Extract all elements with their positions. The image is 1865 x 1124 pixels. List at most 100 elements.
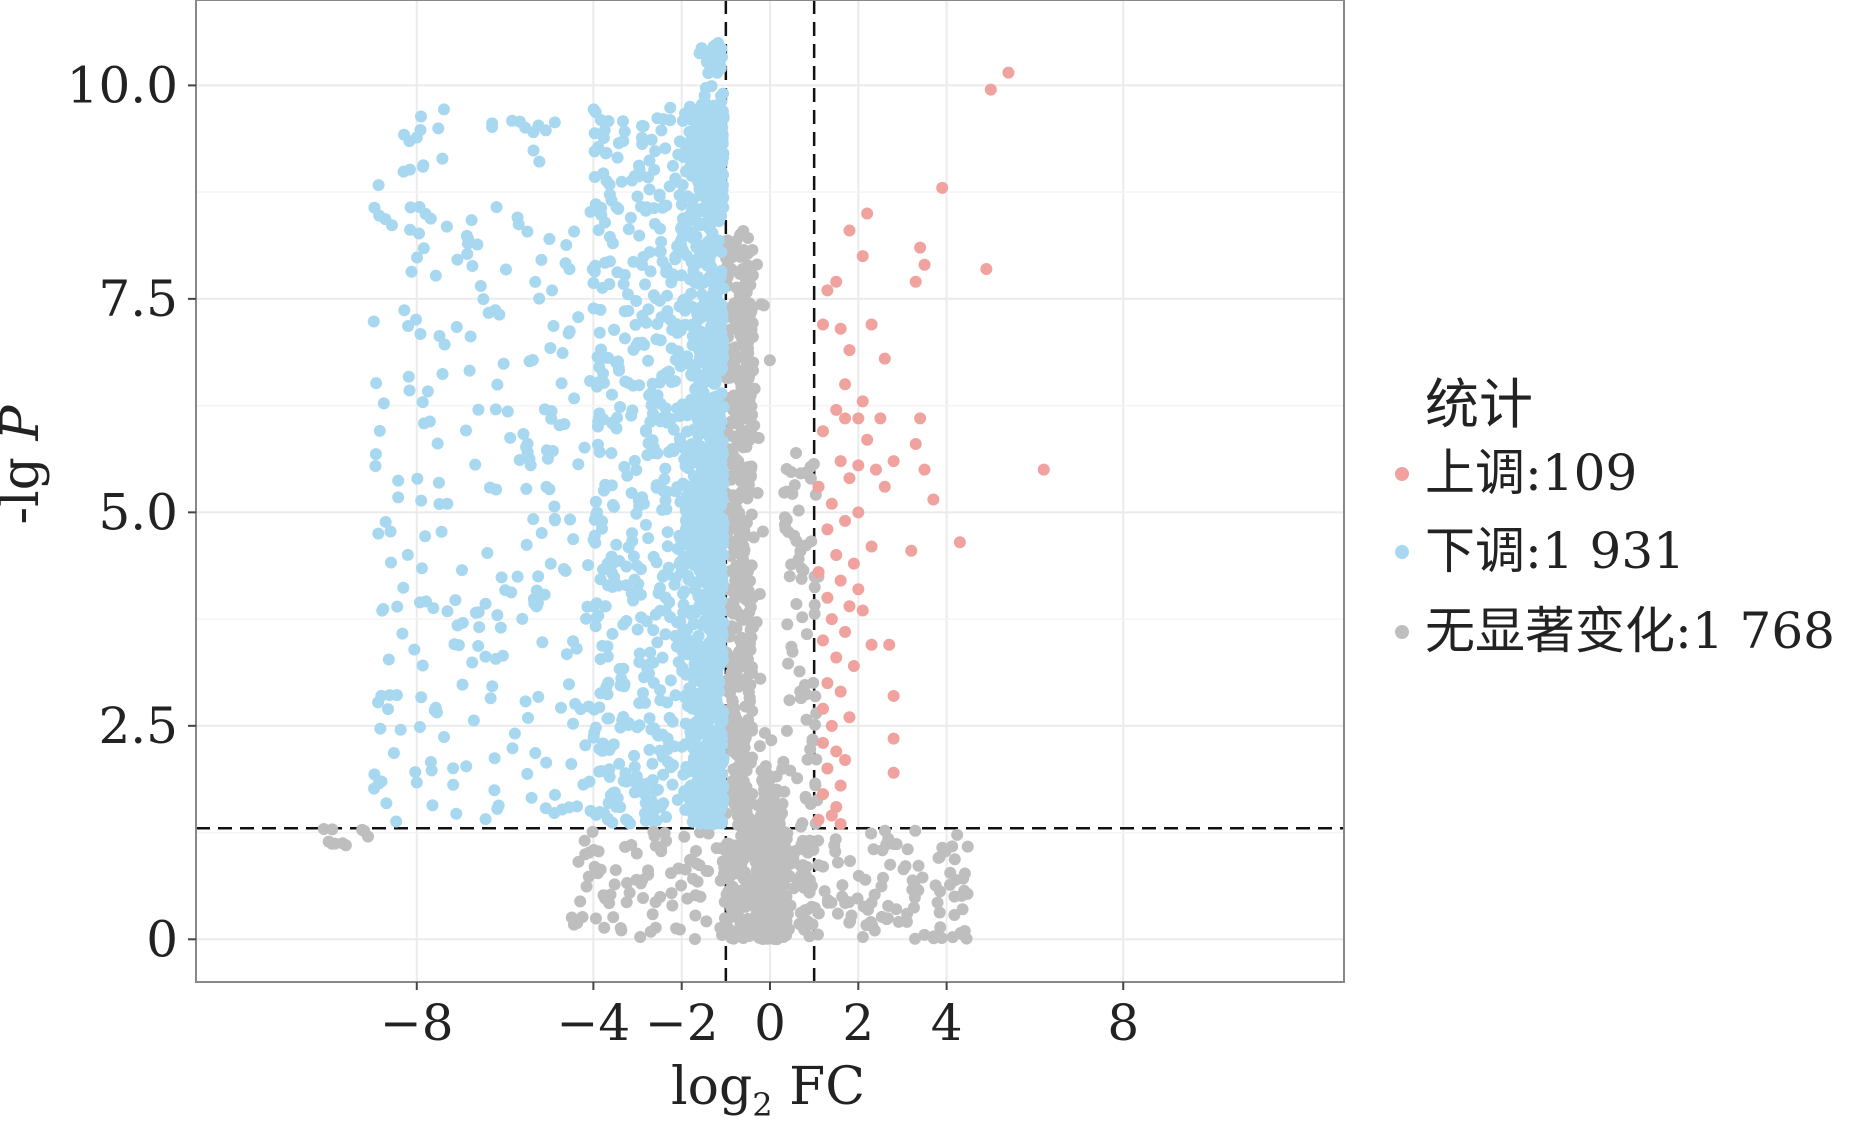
- point-up: [852, 412, 865, 425]
- point-down: [663, 738, 676, 751]
- point-ns: [734, 611, 747, 624]
- point-down: [673, 615, 686, 628]
- point-ns: [907, 901, 920, 914]
- point-ns: [734, 745, 747, 758]
- point-up: [980, 262, 993, 275]
- point-up: [816, 634, 829, 647]
- point-ns: [807, 457, 820, 470]
- point-up: [812, 566, 825, 579]
- point-ns: [586, 825, 599, 838]
- point-ns: [776, 762, 789, 775]
- point-down: [630, 464, 643, 477]
- point-down: [698, 253, 711, 266]
- point-down: [620, 813, 633, 826]
- point-up: [856, 604, 869, 617]
- point-ns: [732, 760, 745, 773]
- point-ns: [771, 860, 784, 873]
- point-down: [570, 642, 583, 655]
- point-ns: [675, 879, 688, 892]
- point-down: [613, 757, 626, 770]
- point-ns: [737, 377, 750, 390]
- point-down: [692, 520, 705, 533]
- point-ns: [810, 753, 823, 766]
- point-ns: [785, 640, 798, 653]
- x-tick-label: −2: [645, 994, 719, 1052]
- point-down: [655, 124, 668, 137]
- point-down: [716, 137, 729, 150]
- point-down: [693, 203, 706, 216]
- point-ns: [665, 867, 678, 880]
- point-down: [699, 815, 712, 828]
- point-ns: [679, 863, 692, 876]
- point-ns: [736, 850, 749, 863]
- point-ns: [799, 904, 812, 917]
- point-down: [702, 690, 715, 703]
- point-down: [646, 377, 659, 390]
- point-down: [661, 540, 674, 553]
- point-down: [677, 606, 690, 619]
- point-down: [610, 538, 623, 551]
- point-down: [621, 469, 634, 482]
- point-down: [397, 581, 410, 594]
- point-down: [715, 315, 728, 328]
- point-ns: [867, 843, 880, 856]
- point-down: [387, 746, 400, 759]
- point-down: [593, 765, 606, 778]
- point-down: [472, 606, 485, 619]
- point-down: [413, 721, 426, 734]
- point-down: [380, 797, 393, 810]
- point-down: [533, 155, 546, 168]
- x-axis-title-sub: 2: [752, 1086, 772, 1124]
- y-tick-label: 10.0: [67, 56, 178, 114]
- point-ns: [876, 844, 889, 857]
- point-up: [821, 284, 834, 297]
- point-down: [560, 648, 573, 661]
- point-ns: [808, 718, 821, 731]
- point-ns: [790, 446, 803, 459]
- point-ns: [726, 779, 739, 792]
- point-down: [519, 695, 532, 708]
- point-ns: [689, 909, 702, 922]
- point-ns: [812, 907, 825, 920]
- point-down: [716, 646, 729, 659]
- point-ns: [767, 880, 780, 893]
- point-down: [664, 611, 677, 624]
- point-down: [682, 526, 695, 539]
- point-down: [447, 762, 460, 775]
- point-down: [572, 311, 585, 324]
- point-ns: [795, 692, 808, 705]
- point-down: [592, 224, 605, 237]
- point-down: [672, 345, 685, 358]
- point-down: [506, 742, 519, 755]
- point-ns: [754, 927, 767, 940]
- point-up: [834, 779, 847, 792]
- point-up: [812, 480, 825, 493]
- point-down: [516, 612, 529, 625]
- point-down: [441, 605, 454, 618]
- point-ns: [818, 885, 831, 898]
- point-ns: [740, 440, 753, 453]
- point-down: [521, 225, 534, 238]
- point-down: [491, 378, 504, 391]
- point-down: [379, 213, 392, 226]
- point-down: [543, 232, 556, 245]
- point-down: [654, 222, 667, 235]
- point-down: [376, 604, 389, 617]
- point-down: [367, 315, 380, 328]
- point-ns: [741, 336, 754, 349]
- point-ns: [326, 823, 339, 836]
- point-down: [647, 202, 660, 215]
- point-ns: [732, 818, 745, 831]
- point-down: [567, 533, 580, 546]
- point-up: [887, 455, 900, 468]
- point-down: [384, 556, 397, 569]
- point-down: [625, 409, 638, 422]
- point-ns: [714, 874, 727, 887]
- point-ns: [580, 880, 593, 893]
- point-down: [669, 253, 682, 266]
- point-down: [372, 777, 385, 790]
- point-ns: [655, 845, 668, 858]
- point-ns: [735, 804, 748, 817]
- point-down: [650, 333, 663, 346]
- point-down: [716, 714, 729, 727]
